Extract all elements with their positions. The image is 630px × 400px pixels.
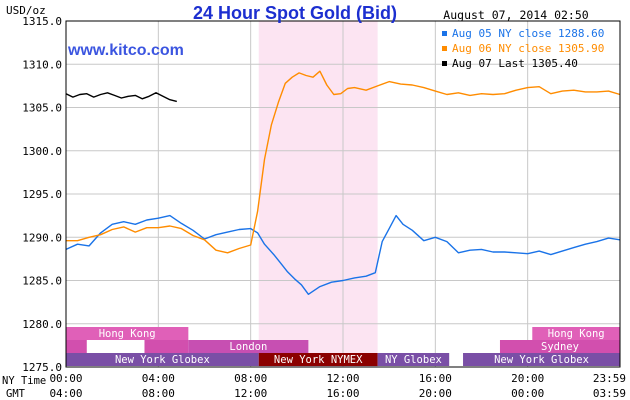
y-axis-unit-label: USD/oz (6, 4, 46, 17)
session-bar (66, 327, 189, 340)
plot-frame (65, 20, 621, 368)
chart-timestamp: August 07, 2014 02:50 (443, 8, 588, 22)
y-tick-label: 1285.0 (22, 275, 62, 288)
x-tick-label-ny: 04:00 (142, 372, 175, 385)
session-bar (66, 353, 259, 366)
x-tick-label-gmt: 12:00 (234, 387, 267, 400)
x-tick-label-ny: 16:00 (419, 372, 452, 385)
session-bar (499, 340, 620, 353)
chart-title: 24 Hour Spot Gold (Bid) (193, 3, 397, 23)
y-tick-label: 1310.0 (22, 58, 62, 71)
session-bars-layer: Hong Kong London New York Globex New York N… (66, 327, 620, 366)
session-bar-label: New York Globex (494, 354, 589, 366)
session-bar (377, 353, 450, 366)
session-bar-label: New York Globex (115, 354, 210, 366)
session-bar-label: Hong Kong (548, 328, 605, 340)
y-tick-label: 1290.0 (22, 231, 62, 244)
y-tick-label: 1300.0 (22, 145, 62, 158)
legend-swatch (442, 61, 447, 66)
x-tick-label-gmt: 08:00 (142, 387, 175, 400)
session-bar (463, 353, 620, 366)
session-bar-label: London (229, 341, 267, 353)
legend-swatch (442, 46, 447, 51)
session-bar (144, 340, 189, 353)
x-tick-label-gmt: 20:00 (419, 387, 452, 400)
grid-layer (66, 21, 620, 367)
session-bar-label: Sydney (541, 341, 579, 353)
series-layer (65, 70, 621, 295)
x-tick-label-ny: 12:00 (326, 372, 359, 385)
series-line-2 (66, 70, 621, 254)
x-row-label-ny: NY Time (2, 375, 46, 387)
x-tick-label-ny: 23:59 (593, 372, 626, 385)
y-axis: 1315.0 1310.0 1305.0 1300.0 1295.0 1290.0 1285… (22, 15, 62, 374)
y-tick-label: 1315.0 (22, 15, 62, 28)
legend-entry: Aug 05 NY close 1288.60 (452, 27, 604, 40)
session-bar (188, 340, 309, 353)
legend: Aug 05 NY close 1288.60 Aug 06 NY close 1… (442, 27, 604, 70)
x-tick-label-ny: 20:00 (511, 372, 544, 385)
series-line-1 (65, 214, 621, 295)
session-bar-label: New York NYMEX (274, 354, 363, 366)
legend-swatch (442, 31, 447, 36)
session-bar (532, 327, 620, 340)
series-line-3 (65, 92, 177, 103)
x-tick-label-gmt: 00:00 (511, 387, 544, 400)
y-tick-label: 1295.0 (22, 188, 62, 201)
x-tick-label-ny: 08:00 (234, 372, 267, 385)
y-tick-label: 1280.0 (22, 318, 62, 331)
y-tick-label: 1305.0 (22, 102, 62, 115)
x-tick-label-gmt: 03:59 (593, 387, 626, 400)
session-bar (66, 340, 87, 353)
y-tick-label: 1275.0 (22, 361, 62, 374)
site-watermark: www.kitco.com (67, 42, 184, 59)
session-bar (258, 353, 378, 366)
session-bar-label: Hong Kong (99, 328, 156, 340)
x-tick-label-gmt: 16:00 (326, 387, 359, 400)
legend-entry: Aug 07 Last 1305.40 (452, 57, 578, 70)
x-tick-label-gmt: 04:00 (49, 387, 82, 400)
x-row-label-gmt: GMT (6, 388, 26, 400)
legend-entry: Aug 06 NY close 1305.90 (452, 42, 604, 55)
x-tick-label-ny: 00:00 (49, 372, 82, 385)
session-bar-label: NY Globex (385, 354, 442, 366)
